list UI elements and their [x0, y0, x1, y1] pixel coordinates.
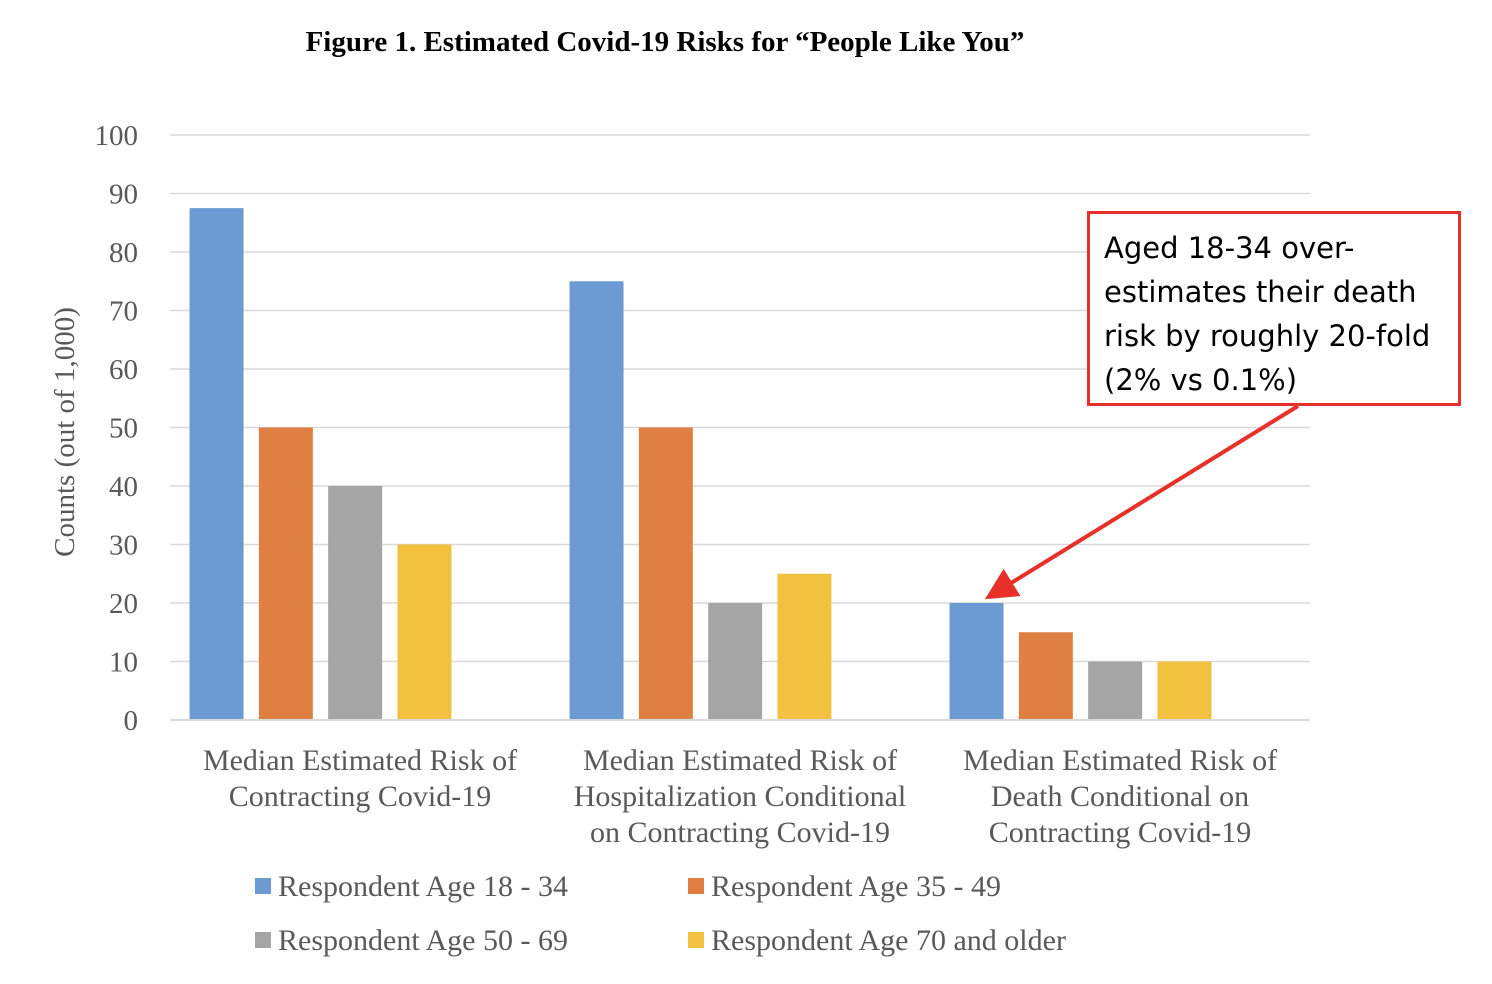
y-tick-label: 80: [109, 237, 138, 269]
y-tick-label: 100: [95, 120, 139, 152]
category-label: Median Estimated Risk of: [583, 744, 897, 777]
y-tick-label: 70: [109, 296, 138, 328]
category-label: Death Conditional on: [991, 780, 1249, 813]
bar: [1157, 661, 1212, 720]
y-tick-label: 20: [109, 588, 138, 620]
annotation-box: Aged 18-34 over- estimates their death r…: [1087, 211, 1461, 406]
bar: [569, 281, 624, 720]
y-tick-label: 60: [109, 354, 138, 386]
y-axis-label: Counts (out of 1,000): [49, 307, 81, 557]
annotation-arrow: [984, 404, 1300, 600]
bar: [258, 427, 313, 720]
y-tick-label: 10: [109, 647, 138, 679]
legend-swatch: [255, 932, 271, 948]
bar: [1018, 632, 1073, 720]
legend-label: Respondent Age 35 - 49: [711, 870, 1001, 903]
bar: [328, 486, 383, 720]
y-tick-label: 90: [109, 179, 138, 211]
legend-label: Respondent Age 18 - 34: [278, 870, 568, 903]
legend: Respondent Age 18 - 34 Respondent Age 35 …: [255, 870, 1066, 957]
y-tick-label: 30: [109, 530, 138, 562]
bar: [777, 573, 832, 720]
category-label: Contracting Covid-19: [229, 780, 491, 813]
y-tick-label: 40: [109, 471, 138, 503]
legend-swatch: [688, 878, 704, 894]
category-label: Hospitalization Conditional: [574, 780, 906, 813]
legend-swatch: [255, 878, 271, 894]
legend-label: Respondent Age 50 - 69: [278, 924, 568, 957]
bar: [708, 603, 763, 720]
legend-label: Respondent Age 70 and older: [711, 924, 1066, 957]
chart-title: Figure 1. Estimated Covid-19 Risks for “…: [305, 26, 1025, 58]
bar: [638, 427, 693, 720]
legend-swatch: [688, 932, 704, 948]
bar: [397, 544, 452, 720]
bars: [189, 208, 1212, 720]
category-label: on Contracting Covid-19: [590, 816, 890, 849]
y-tick-label: 0: [124, 705, 139, 737]
category-label: Median Estimated Risk of: [963, 744, 1277, 777]
category-label: Median Estimated Risk of: [203, 744, 517, 777]
category-label: Contracting Covid-19: [989, 816, 1251, 849]
y-axis-ticks: 0 10 20 30 40 50 60 70 80 90 100: [95, 120, 139, 737]
bar: [189, 208, 244, 720]
bar: [1088, 661, 1143, 720]
bar: [949, 603, 1004, 720]
y-tick-label: 50: [109, 413, 138, 445]
